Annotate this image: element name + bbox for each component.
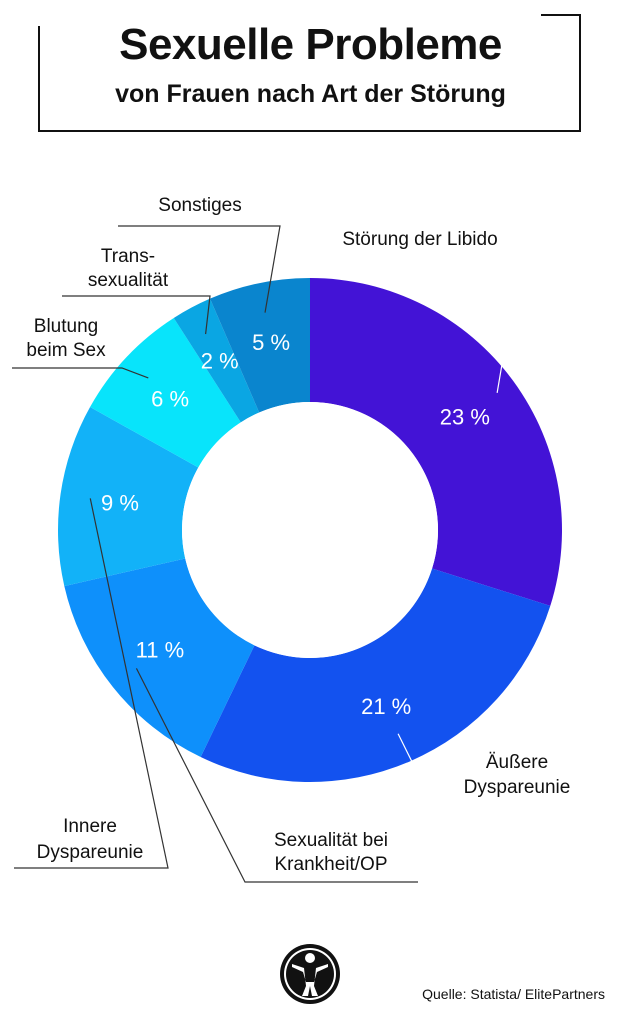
leader-line <box>397 733 568 799</box>
slice-category-label: Trans- <box>101 246 155 267</box>
donut-slice <box>173 298 260 423</box>
slice-category-label: Äußere <box>486 752 548 773</box>
slice-category-label: Störung der Libido <box>342 229 497 250</box>
donut-slice <box>90 318 241 468</box>
title-frame <box>38 14 581 132</box>
slice-category-label: Sexualität bei <box>274 830 388 851</box>
donut-hole <box>182 402 438 658</box>
slice-category-label: Krankheit/OP <box>275 854 388 875</box>
slice-category-label: Dyspareunie <box>37 842 144 863</box>
donut-slice <box>210 278 310 413</box>
chart-title: Sexuelle Probleme <box>119 20 502 69</box>
leader-line <box>62 295 211 335</box>
leader-line <box>135 668 418 883</box>
donut-slice <box>64 558 255 758</box>
slice-value-label: 6 % <box>151 386 189 411</box>
slice-category-label: sexualität <box>88 270 169 291</box>
leader-line <box>12 367 149 379</box>
slice-category-label: Blutung <box>34 316 98 337</box>
slice-value-label: 11 % <box>136 638 185 663</box>
slice-category-label: beim Sex <box>26 340 106 361</box>
slice-value-label: 21 % <box>361 694 411 719</box>
donut-slice <box>58 406 199 587</box>
leader-line <box>118 225 281 313</box>
leader-line <box>312 257 521 393</box>
slice-value-label: 5 % <box>252 330 290 355</box>
slice-value-label: 23 % <box>440 405 490 430</box>
slice-value-label: 2 % <box>201 349 239 374</box>
source-note: Quelle: Statista/ ElitePartners <box>422 986 605 1002</box>
silhouette-logo-icon <box>280 944 340 1004</box>
donut-slice <box>310 278 563 606</box>
slice-category-label: Innere <box>63 816 117 837</box>
leader-line <box>14 498 169 869</box>
chart-subtitle: von Frauen nach Art der Störung <box>115 80 506 108</box>
slice-value-label: 9 % <box>101 491 139 516</box>
slice-category-label: Dyspareunie <box>464 777 571 798</box>
donut-slice <box>200 568 551 783</box>
slice-category-label: Sonstiges <box>158 195 241 216</box>
